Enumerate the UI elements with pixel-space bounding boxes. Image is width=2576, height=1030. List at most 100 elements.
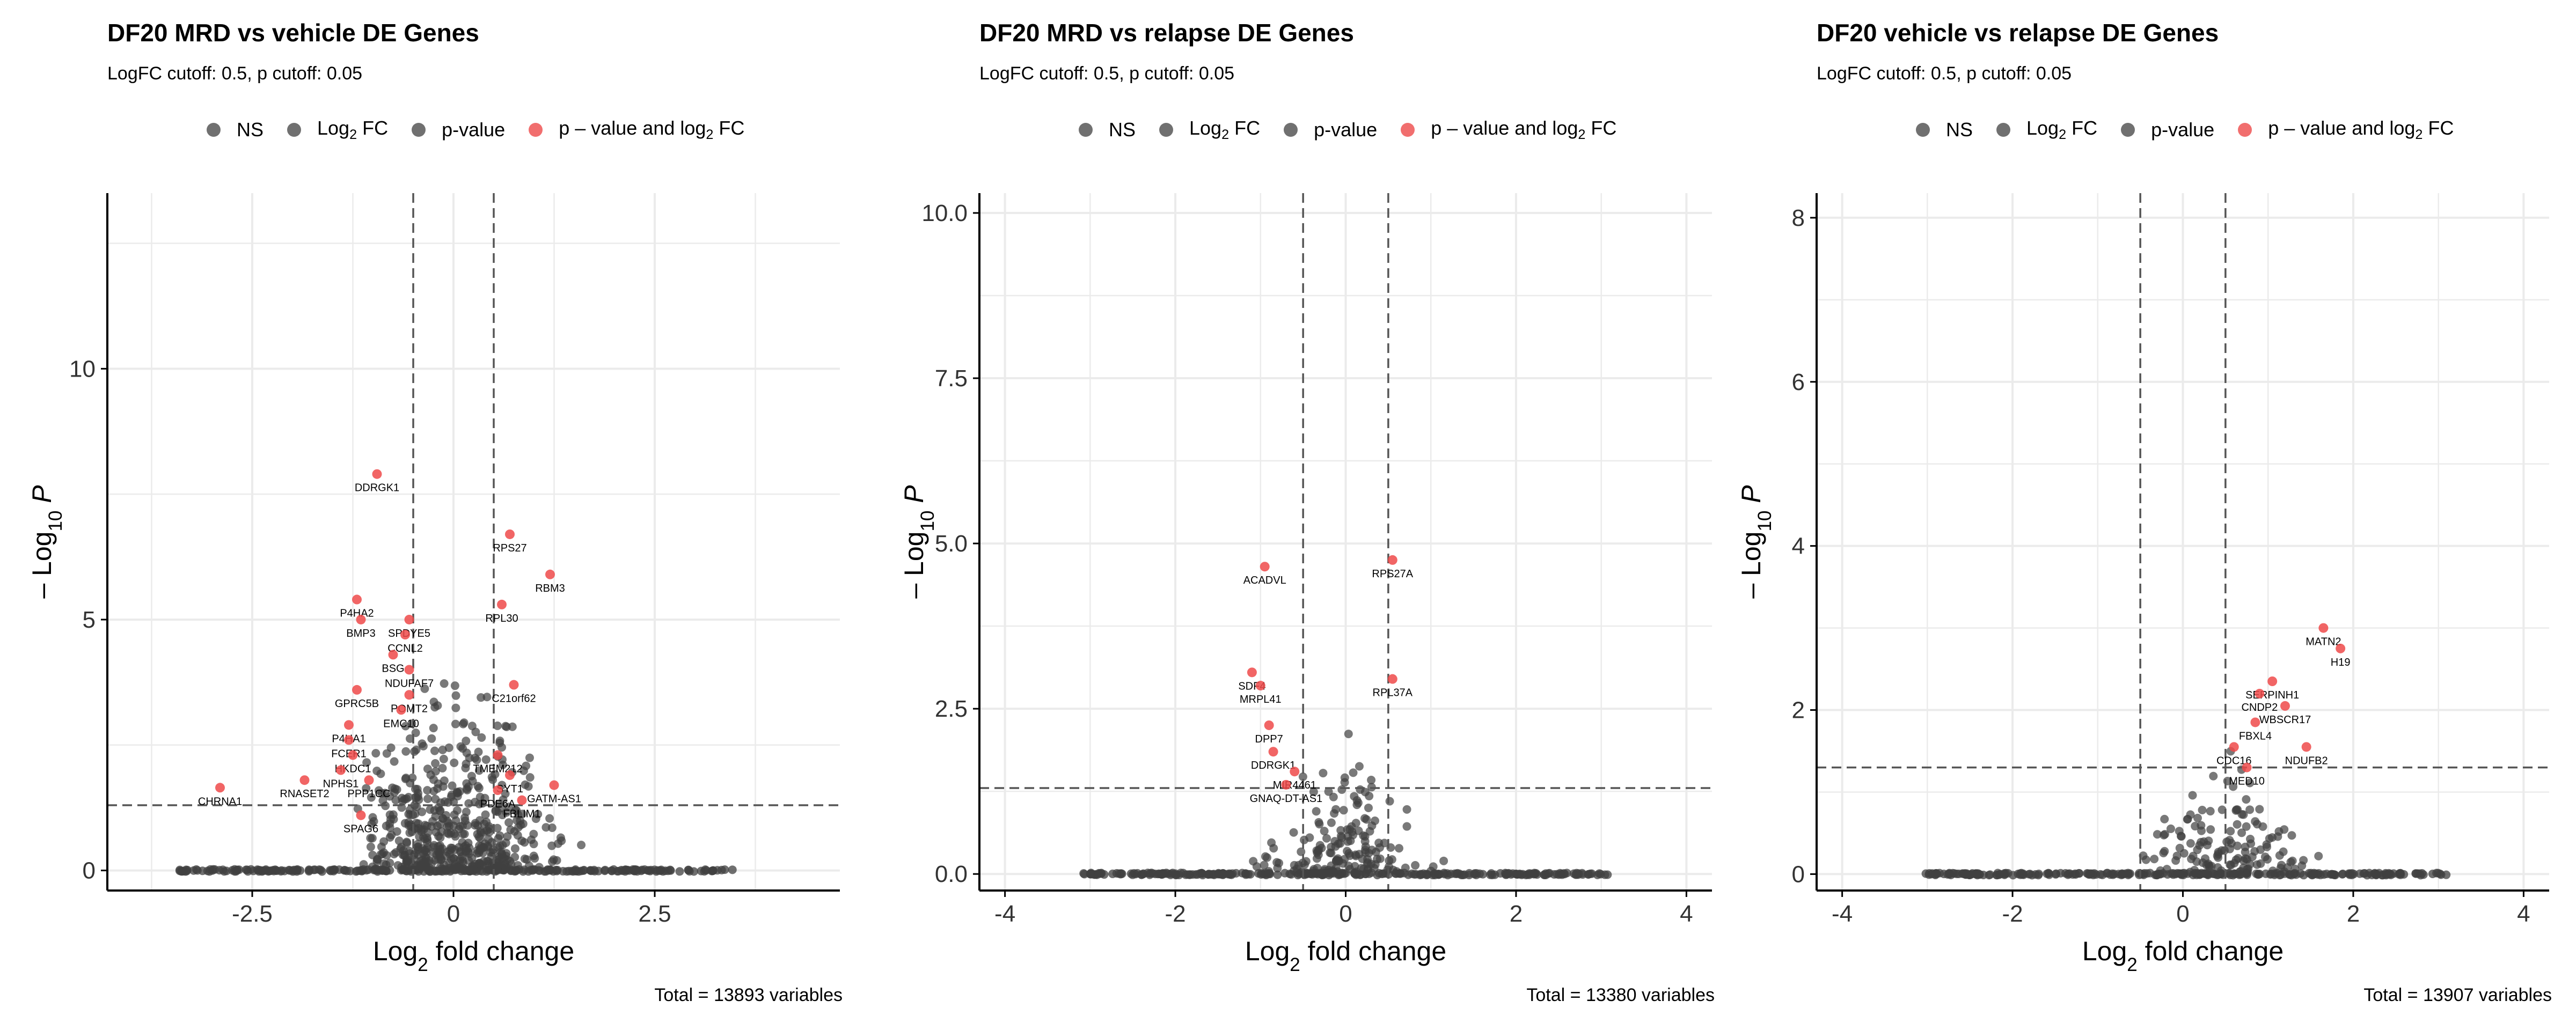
point-ns [1197,869,1206,878]
point-ns [580,865,589,874]
point-ns [1327,818,1336,827]
y-axis-label: – Log10 P [1736,485,1775,599]
point-ns [447,790,456,799]
point-ns [479,843,488,852]
point-ns [385,858,394,867]
legend-marker [412,123,426,137]
points-ns [1079,730,1612,880]
point-label: POMT2 [391,703,428,715]
point-ns [652,867,661,876]
y-tick-label: 10 [69,356,96,382]
point-ns [1331,864,1341,873]
point-label: SYT1 [496,783,523,795]
legend-label: NS [1109,119,1136,141]
point-label: H19 [2331,657,2351,668]
point-ns [1344,730,1353,739]
point-label: GPRC5B [335,698,379,710]
point-ns [438,763,447,772]
point-ns [2083,869,2092,878]
point-ns [2150,855,2159,864]
point-ns [2091,870,2101,879]
points-ns [175,679,737,876]
point-ns [401,747,411,756]
point-ns [2202,860,2211,870]
point-ns [451,703,460,712]
point-significant [1264,720,1274,730]
point-ns [421,860,430,870]
point-ns [456,855,465,864]
legend-marker [1401,123,1415,137]
point-ns [601,865,610,874]
point-ns [1350,862,1359,871]
y-tick-label: 8 [1792,205,1805,231]
point-ns [2043,869,2052,878]
point-significant [344,720,354,730]
point-ns [426,805,435,814]
point-significant [1260,562,1270,572]
point-ns [2367,870,2376,879]
point-ns [1465,871,1474,880]
point-ns [1952,870,1962,879]
point-ns [2213,863,2222,872]
point-ns [2233,841,2242,850]
point-ns [1364,803,1373,812]
point-label: ACADVL [1243,575,1286,586]
point-ns [494,834,503,843]
point-ns [2290,864,2300,873]
point-label: MED10 [2229,776,2265,788]
point-ns [2252,860,2262,869]
point-ns [556,833,565,842]
point-ns [473,846,482,855]
total-variables: Total = 13380 variables [1526,985,1715,1005]
chart-subtitle: LogFC cutoff: 0.5, p cutoff: 0.05 [979,63,1235,84]
axes: -2.5 0 2.5 0 5 10 Log2 fold change – Log10 P [27,193,840,975]
point-ns [390,850,399,859]
point-ns [2197,826,2206,835]
point-ns [1367,776,1376,785]
point-ns [2188,791,2197,800]
point-label: WBSCR17 [2259,714,2311,726]
point-label: RPS27A [1372,568,1413,580]
x-tick-label: 4 [1680,901,1693,927]
point-ns [1349,768,1358,777]
point-ns [631,865,640,874]
point-ns [587,866,596,876]
point-ns [1339,806,1348,815]
point-ns [1181,870,1190,879]
point-label: MIR4461 [1273,779,1316,791]
point-ns [335,865,344,874]
point-ns [1351,819,1360,828]
point-ns [427,734,436,743]
volcano-panel-vehicle-vs-relapse: DF20 vehicle vs relapse DE Genes LogFC c… [1709,0,2568,1030]
point-ns [468,777,477,786]
point-ns [1326,848,1335,857]
point-ns [436,852,445,862]
point-ns [1985,871,1994,880]
point-ns [2399,870,2409,879]
point-ns [2226,827,2235,836]
point-ns [2255,805,2264,814]
point-ns [404,792,413,801]
x-tick-label: 0 [2176,901,2189,927]
point-ns [2233,820,2242,829]
point-ns [1417,870,1426,879]
point-ns [1364,849,1373,858]
point-ns [436,833,445,842]
point-ns [450,758,459,767]
chart-title: DF20 MRD vs relapse DE Genes [979,19,1354,47]
point-label: CHRNA1 [198,796,242,807]
point-ns [501,789,510,798]
point-label: RPL37A [1373,687,1413,699]
point-significant [2250,717,2260,727]
point-ns [2206,825,2215,834]
point-significant [1247,667,1257,678]
point-ns [2202,841,2212,850]
point-ns [2187,855,2196,864]
point-ns [2074,869,2083,878]
point-ns [2166,824,2175,833]
point-ns [378,796,387,805]
point-ns [362,784,371,793]
point-ns [460,813,469,822]
point-ns [520,854,529,863]
point-ns [495,737,504,746]
